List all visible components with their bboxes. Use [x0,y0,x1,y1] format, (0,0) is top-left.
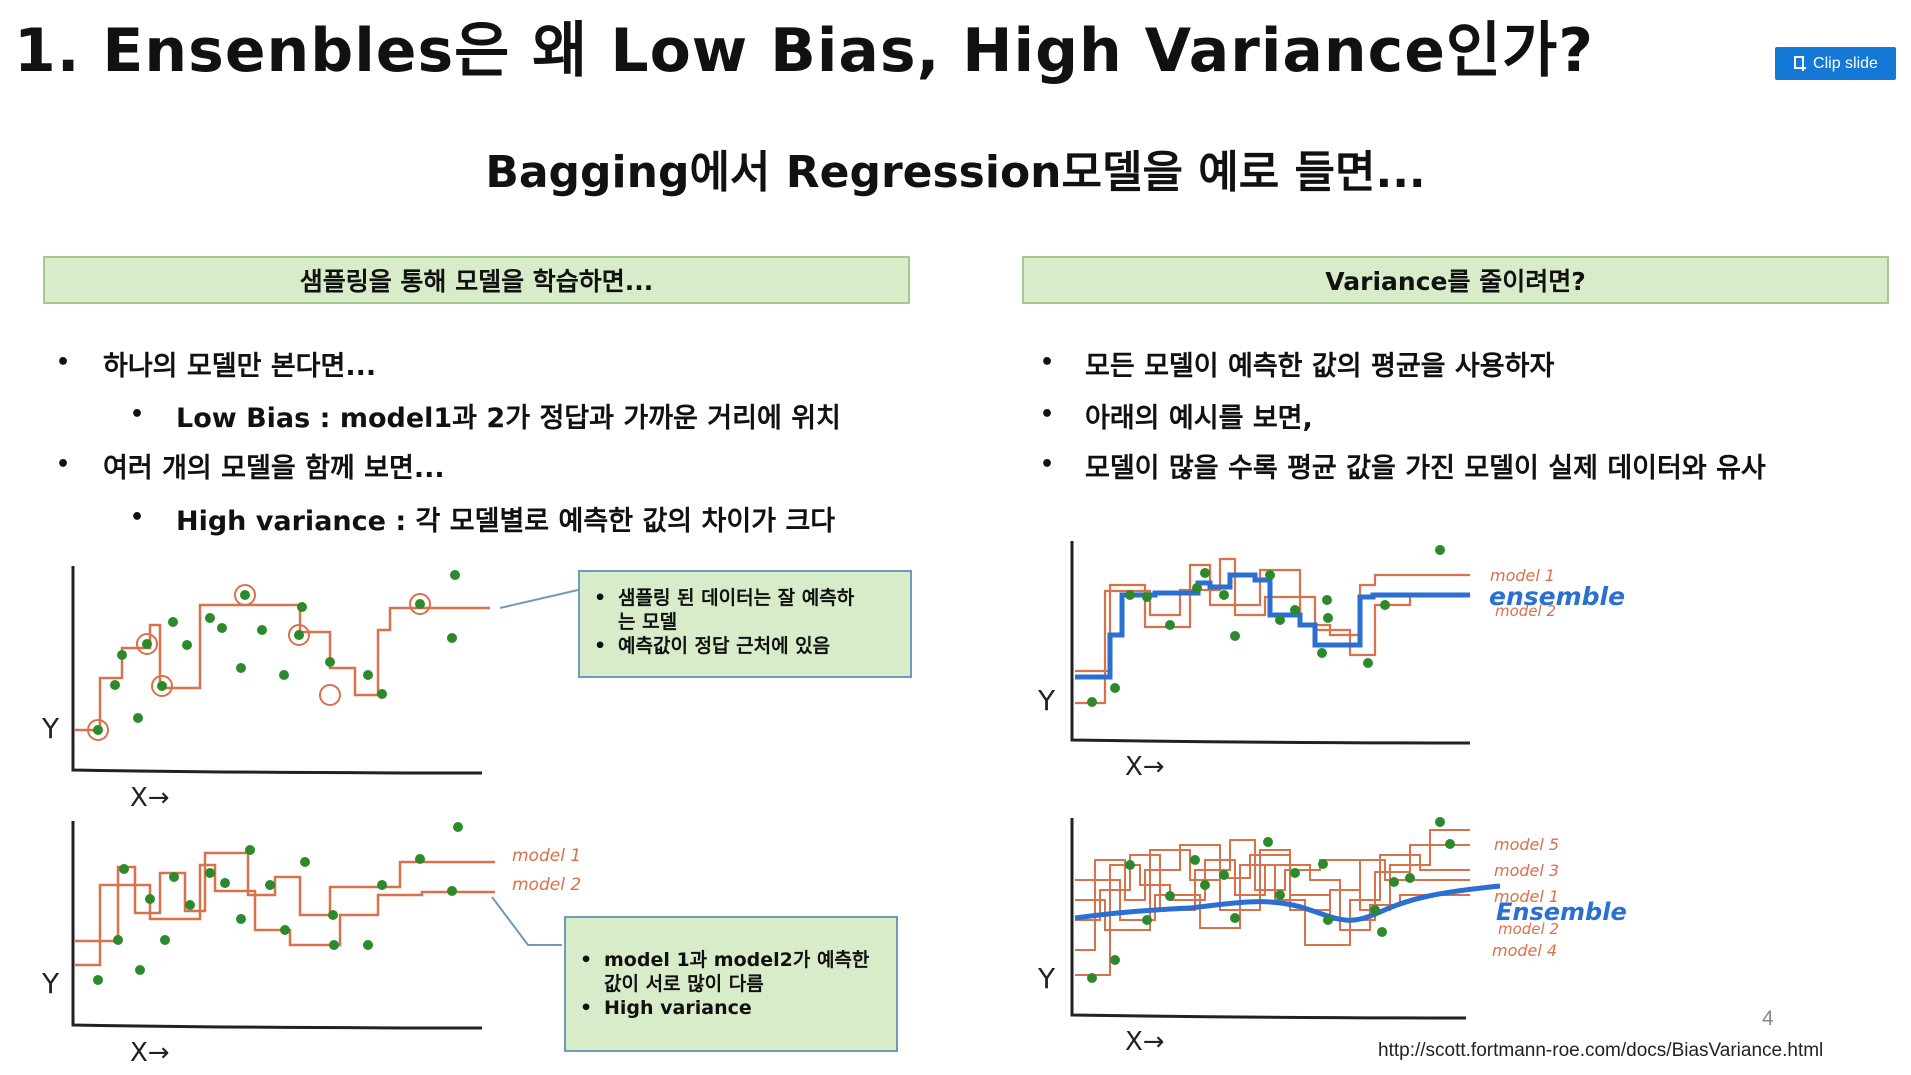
right-section-header-text: Variance를 줄이려면? [1325,267,1586,296]
bullet-dot: • [1040,350,1055,375]
right-section-header: Variance를 줄이려면? [1022,256,1889,304]
clip-icon [1794,55,1807,71]
x-axis-label: X→ [1125,1027,1165,1057]
left-section-header: 샘플링을 통해 모델을 학습하면... [43,256,910,304]
callout-sampled-data: 샘플링 된 데이터는 잘 예측하 는 모델 예측값이 정답 근처에 있음 [578,570,912,678]
right-bullet-1: 모든 모델이 예측한 값의 평균을 사용하자 [1085,351,1555,382]
callout1-line1: 샘플링 된 데이터는 잘 예측하 [594,586,898,610]
bullet-dot: • [130,505,145,530]
right-bullet-3: 모델이 많을 수록 평균 값을 가진 모델이 실제 데이터와 유사 [1085,453,1766,484]
source-link[interactable]: http://scott.fortmann-roe.com/docs/BiasV… [1378,1040,1824,1061]
model1-label: model 1 [1490,566,1555,585]
x-axis-label: X→ [130,1038,170,1068]
model1-label: model 1 [512,846,581,866]
sketch-bottom-left: Y X→ model 1 model 2 [41,821,581,1068]
bullet-dot: • [56,350,71,375]
model2-label: model 2 [512,875,581,895]
model4-label: model 4 [1492,941,1557,960]
left-bullet-2: Low Bias : model1과 2가 정답과 가까운 거리에 위치 [176,403,841,434]
callout-high-variance: model 1과 model2가 예측한 값이 서로 많이 다름 High va… [564,916,898,1052]
left-bullet-1: 하나의 모델만 본다면... [103,351,377,382]
left-bullet-3: 여러 개의 모델을 함께 보면... [103,453,445,484]
slide-subtitle: Bagging에서 Regression모델을 예로 들면... [485,147,1426,198]
model5-label: model 5 [1494,835,1559,854]
clip-slide-label: Clip slide [1813,54,1878,72]
model3-label: model 3 [1494,861,1559,880]
sketch-top-right: Y X→ model 1 ensemble model 2 [1037,541,1625,782]
y-axis-label: Y [41,967,60,1000]
callout2-line3: High variance [580,996,884,1020]
x-axis-label: X→ [130,783,170,813]
model2-label: model 2 [1498,920,1559,938]
bullet-dot: • [130,402,145,427]
model2-label: model 2 [1495,602,1556,620]
slide-title: 1. Ensenbles은 왜 Low Bias, High Variance인… [14,16,1595,86]
callout1-line2: 는 모델 [618,611,678,633]
ensemble-label: Ensemble [1496,898,1627,926]
model1-label: model 1 [1494,887,1559,906]
ensemble-label: ensemble [1489,582,1625,611]
sketch-top-left: Y X→ [41,566,579,813]
bullet-dot: • [56,452,71,477]
clip-slide-button[interactable]: Clip slide [1775,47,1896,80]
left-section-header-text: 샘플링을 통해 모델을 학습하면... [299,267,654,296]
y-axis-label: Y [41,712,60,745]
left-bullet-4: High variance : 각 모델별로 예측한 값의 차이가 크다 [176,506,836,537]
callout2-line1: model 1과 model2가 예측한 [580,948,884,972]
bullet-dot: • [1040,402,1055,427]
callout1-line3: 예측값이 정답 근처에 있음 [594,634,898,658]
y-axis-label: Y [1037,962,1056,995]
sketch-bottom-right: Y X→ model 5 model 3 model 1 Ensemble mo… [1037,817,1627,1057]
x-axis-label: X→ [1125,752,1165,782]
callout2-line2: 값이 서로 많이 다름 [604,973,764,995]
right-bullet-2: 아래의 예시를 보면, [1085,403,1313,434]
y-axis-label: Y [1037,684,1056,717]
bullet-dot: • [1040,452,1055,477]
page-number: 4 [1762,1007,1774,1030]
